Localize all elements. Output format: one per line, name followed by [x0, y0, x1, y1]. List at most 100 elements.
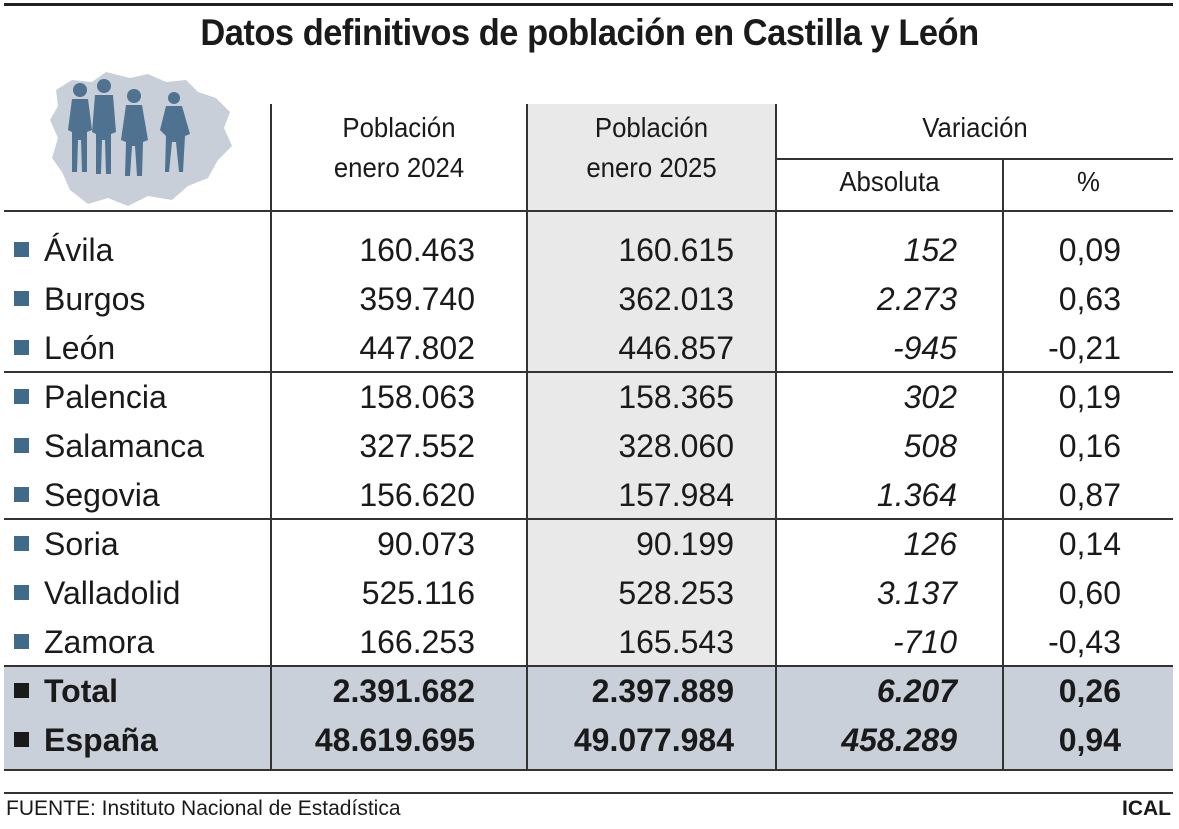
table-row: Soria 90.073 90.199 126 0,14: [4, 520, 1173, 569]
population-2025: 90.199: [636, 526, 734, 562]
column-divider: [1002, 159, 1004, 770]
table-row: Zamora 166.253 165.543 -710 -0,43: [4, 618, 1173, 667]
brand-logo: ICAL: [1122, 797, 1171, 820]
population-2024: 525.116: [361, 575, 475, 611]
population-2024: 447.802: [359, 330, 475, 366]
variation-percent: 0,14: [1058, 526, 1121, 562]
variation-absolute: 508: [903, 428, 957, 464]
province-name: Soria: [44, 526, 119, 562]
province-name: Segovia: [44, 477, 160, 513]
population-2025: 328.060: [618, 428, 734, 464]
population-2024: 166.253: [359, 624, 475, 660]
province-name: León: [44, 330, 116, 366]
population-2024: 327.552: [359, 428, 475, 464]
column-divider: [270, 104, 272, 770]
shaded-totals-band: [4, 667, 1173, 770]
population-2025: 158.365: [618, 379, 734, 415]
header-2024-line1: Población: [342, 112, 456, 143]
province-name: Burgos: [44, 281, 146, 317]
page-title: Datos definitivos de población en Castil…: [200, 12, 979, 53]
population-2024: 156.620: [359, 477, 475, 513]
bullet-icon: [14, 487, 29, 502]
variation-percent: 0,94: [1058, 722, 1121, 758]
province-name: Ávila: [44, 232, 114, 268]
variation-absolute: -945: [892, 330, 957, 366]
bullet-icon: [14, 438, 29, 453]
population-2024: 158.063: [359, 379, 475, 415]
header-variation: Variación: [922, 112, 1028, 143]
variation-percent: 0,26: [1058, 673, 1121, 709]
row-label: Total: [44, 673, 119, 709]
bullet-icon: [14, 683, 29, 698]
population-2025: 157.984: [618, 477, 734, 513]
variation-percent: -0,21: [1048, 330, 1121, 366]
variation-absolute: 152: [903, 232, 957, 268]
bottom-rule: [4, 769, 1173, 771]
column-divider: [775, 104, 777, 770]
table-row: Salamanca 327.552 328.060 508 0,16: [4, 422, 1173, 471]
table-row: Segovia 156.620 157.984 1.364 0,87: [4, 471, 1173, 520]
top-rule: [4, 3, 1173, 6]
bullet-icon: [14, 732, 29, 747]
population-2024: 2.391.682: [332, 673, 475, 709]
province-name: Salamanca: [44, 428, 205, 464]
table-row: Valladolid 525.116 528.253 3.137 0,60: [4, 569, 1173, 618]
total-row: Total 2.391.682 2.397.889 6.207 0,26: [4, 667, 1173, 716]
table-row: Ávila 160.463 160.615 152 0,09: [4, 226, 1173, 275]
population-2025: 528.253: [618, 575, 734, 611]
variation-percent: 0,87: [1058, 477, 1121, 513]
population-2025: 49.077.984: [573, 722, 734, 758]
header-2025: Población enero 2025: [538, 108, 765, 188]
header-percent: %: [1077, 166, 1100, 197]
population-2024: 359.740: [359, 281, 475, 317]
variation-absolute: 302: [903, 379, 957, 415]
variation-divider: [777, 158, 1173, 160]
header-rule: [4, 210, 1173, 212]
row-label: España: [44, 722, 158, 758]
bullet-icon: [14, 340, 29, 355]
group-rule: [4, 518, 1173, 520]
header-2024-line2: enero 2024: [333, 152, 465, 183]
table-row: León 447.802 446.857 -945 -0,21: [4, 324, 1173, 373]
totals-rule: [4, 665, 1173, 667]
province-name: Valladolid: [44, 575, 181, 611]
variation-absolute: 1.364: [876, 477, 957, 513]
variation-percent: 0,09: [1058, 232, 1121, 268]
people-on-map-illustration: [50, 72, 232, 206]
table-row: Burgos 359.740 362.013 2.273 0,63: [4, 275, 1173, 324]
variation-percent: 0,16: [1058, 428, 1121, 464]
bullet-icon: [14, 291, 29, 306]
shaded-2025-column: [527, 104, 776, 667]
source-note: FUENTE: Instituto Nacional de Estadístic…: [6, 797, 401, 820]
population-2024: 160.463: [359, 232, 475, 268]
population-2024: 48.619.695: [314, 722, 475, 758]
variation-percent: -0,43: [1048, 624, 1121, 660]
column-divider: [526, 104, 528, 770]
variation-absolute: 3.137: [876, 575, 957, 611]
variation-absolute: 6.207: [876, 673, 957, 709]
province-name: Palencia: [44, 379, 167, 415]
variation-percent: 0,60: [1058, 575, 1121, 611]
header-absolute: Absoluta: [839, 166, 940, 197]
variation-percent: 0,63: [1058, 281, 1121, 317]
bullet-icon: [14, 242, 29, 257]
variation-percent: 0,19: [1058, 379, 1121, 415]
population-2025: 160.615: [618, 232, 734, 268]
header-2025-line1: Población: [594, 112, 709, 143]
variation-absolute: 2.273: [876, 281, 957, 317]
population-2025: 362.013: [618, 281, 734, 317]
variation-absolute: -710: [892, 624, 957, 660]
bullet-icon: [14, 634, 29, 649]
header-2024: Población enero 2024: [282, 108, 516, 188]
footer-rule: [4, 792, 1173, 794]
population-2025: 446.857: [618, 330, 734, 366]
variation-absolute: 458.289: [841, 722, 957, 758]
variation-absolute: 126: [903, 526, 957, 562]
bullet-icon: [14, 389, 29, 404]
group-rule: [4, 371, 1173, 373]
header-2025-line2: enero 2025: [586, 152, 717, 183]
bullet-icon: [14, 536, 29, 551]
table-row: Palencia 158.063 158.365 302 0,19: [4, 373, 1173, 422]
spain-row: España 48.619.695 49.077.984 458.289 0,9…: [4, 716, 1173, 765]
population-2024: 90.073: [377, 526, 475, 562]
